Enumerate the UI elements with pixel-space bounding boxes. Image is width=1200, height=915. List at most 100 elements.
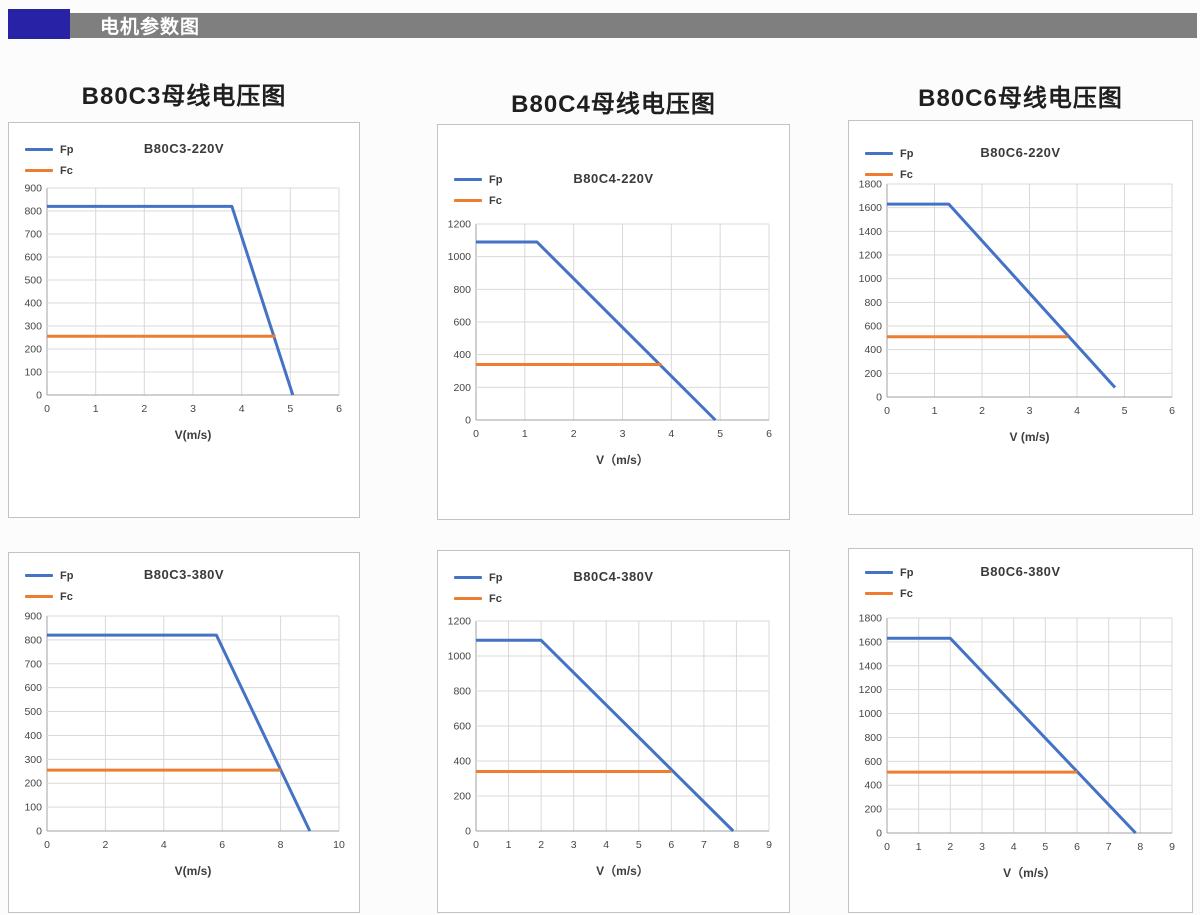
legend-item-fp: Fp [454,567,502,588]
svg-text:1: 1 [522,428,528,440]
fp-line-swatch [865,152,893,155]
chart-b80c4-380v: Fp Fc B80C4-380V 0 1 2 3 4 5 6 7 8 9 0 200 400 600 800… [437,550,790,913]
svg-text:0: 0 [465,415,471,427]
plot-area-b80c6-220v: 0 1 2 3 4 5 6 0 200 400 600 800 1000 1200 1400 1600 1800… [851,178,1184,450]
plot-area-b80c3-220v: 0 1 2 3 4 5 6 0 100 200 300 400 500 600 700 800 900 V(m/s… [11,182,351,448]
svg-text:6: 6 [766,428,772,440]
fc-line-swatch [25,169,53,172]
legend-item-fc: Fc [865,583,913,604]
legend-item-fp: Fp [454,169,502,190]
legend-label-fp: Fp [489,173,503,186]
svg-text:400: 400 [864,780,882,792]
legend-item-fc: Fc [865,164,913,185]
svg-text:5: 5 [287,403,293,415]
fc-line-swatch [865,592,893,595]
legend-label-fp: Fp [900,147,914,160]
legend-item-fp: Fp [25,565,73,586]
svg-text:0: 0 [876,392,882,404]
svg-text:8: 8 [734,839,740,851]
svg-text:0: 0 [36,390,42,402]
svg-text:1000: 1000 [448,251,472,263]
svg-text:0: 0 [473,839,479,851]
svg-text:5: 5 [1122,405,1128,417]
legend-label-fc: Fc [489,194,502,207]
column-heading-b80c3: B80C3母线电压图 [81,83,287,110]
svg-text:4: 4 [239,403,245,415]
legend-label-fc: Fc [489,592,502,605]
chart-legend: Fp Fc [865,562,913,604]
svg-text:1400: 1400 [859,226,883,238]
svg-text:100: 100 [24,802,42,814]
svg-text:V(m/s): V(m/s) [175,864,212,878]
svg-text:1: 1 [506,839,512,851]
chart-b80c6-220v: Fp Fc B80C6-220V 0 1 2 3 4 5 6 0 200 400 600 800 100… [848,120,1193,515]
svg-text:200: 200 [864,804,882,816]
chart-b80c3-220v: Fp Fc B80C3-220V 0 1 2 3 4 5 6 0 100 200 300 400 500… [8,122,360,518]
svg-text:700: 700 [24,229,42,241]
chart-legend: Fp Fc [454,567,502,609]
svg-text:1800: 1800 [859,179,883,191]
svg-text:V（m/s）: V（m/s） [1003,865,1056,880]
svg-text:200: 200 [453,791,471,803]
legend-item-fc: Fc [454,190,502,211]
svg-text:900: 900 [24,611,42,623]
svg-text:400: 400 [24,298,42,310]
legend-item-fc: Fc [25,586,73,607]
svg-text:8: 8 [278,839,284,851]
svg-text:100: 100 [24,367,42,379]
svg-text:1000: 1000 [448,651,472,663]
svg-text:6: 6 [336,403,342,415]
svg-text:0: 0 [44,839,50,851]
svg-text:V（m/s）: V（m/s） [596,863,649,878]
chart-legend: Fp Fc [25,565,73,607]
svg-text:3: 3 [620,428,626,440]
svg-text:800: 800 [453,284,471,296]
chart-header: Fp Fc B80C3-220V [9,139,359,177]
legend-label-fc: Fc [900,587,913,600]
svg-text:1000: 1000 [859,273,883,285]
chart-title: B80C6-220V [980,145,1061,160]
svg-text:400: 400 [453,756,471,768]
svg-text:8: 8 [1137,841,1143,853]
svg-text:1200: 1200 [448,219,472,231]
legend-label-fc: Fc [60,164,73,177]
svg-text:2: 2 [979,405,985,417]
fc-line-swatch [865,173,893,176]
svg-text:800: 800 [864,732,882,744]
chart-header: Fp Fc B80C4-220V [438,169,789,207]
chart-title: B80C4-220V [573,171,654,186]
fp-line-swatch [25,574,53,577]
svg-text:4: 4 [1011,841,1017,853]
svg-text:2: 2 [141,403,147,415]
svg-text:9: 9 [1169,841,1175,853]
svg-text:0: 0 [876,828,882,840]
fp-line-swatch [454,178,482,181]
legend-label-fp: Fp [489,571,503,584]
svg-text:200: 200 [864,368,882,380]
legend-item-fp: Fp [865,562,913,583]
fc-line-swatch [454,199,482,202]
fc-line-swatch [25,595,53,598]
legend-item-fp: Fp [865,143,913,164]
svg-text:600: 600 [864,756,882,768]
legend-label-fc: Fc [60,590,73,603]
svg-text:800: 800 [864,297,882,309]
svg-text:300: 300 [24,321,42,333]
svg-text:5: 5 [717,428,723,440]
svg-text:1: 1 [932,405,938,417]
chart-b80c3-380v: Fp Fc B80C3-380V 0 2 4 6 8 10 0 100 200 300 400 500… [8,552,360,913]
chart-b80c4-220v: Fp Fc B80C4-220V 0 1 2 3 4 5 6 0 200 400 600 800 100… [437,124,790,520]
svg-text:3: 3 [979,841,985,853]
section-title: 电机参数图 [100,17,201,38]
legend-item-fp: Fp [25,139,73,160]
svg-text:1600: 1600 [859,202,883,214]
fp-line-swatch [25,148,53,151]
svg-text:200: 200 [24,344,42,356]
plot-area-b80c4-220v: 0 1 2 3 4 5 6 0 200 400 600 800 1000 1200 V（m/s） [440,218,781,473]
svg-text:3: 3 [571,839,577,851]
svg-text:0: 0 [465,826,471,838]
svg-text:800: 800 [24,206,42,218]
svg-text:6: 6 [668,839,674,851]
svg-text:0: 0 [884,405,890,417]
svg-text:2: 2 [102,839,108,851]
